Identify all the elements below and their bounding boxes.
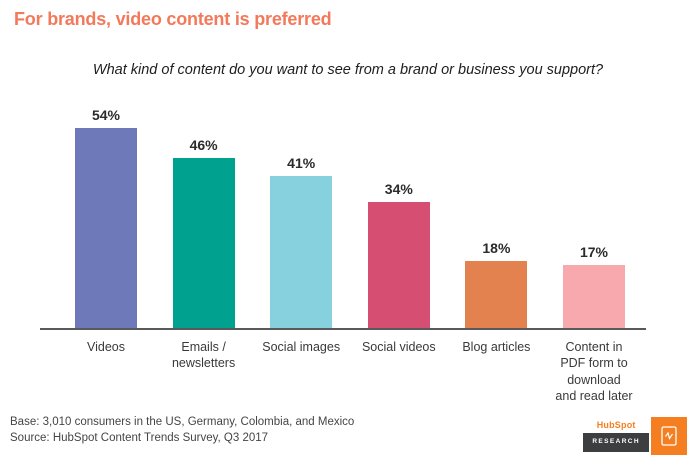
bar-chart: 54% 46% 41% 34% 18% 17%	[40, 98, 646, 330]
bar-value-label: 54%	[91, 107, 121, 124]
category-label: Social videos	[361, 340, 436, 354]
page-title: For brands, video content is preferred	[14, 9, 332, 29]
bar	[465, 261, 528, 328]
clipboard-pulse-icon	[661, 426, 677, 446]
bar	[75, 128, 137, 328]
chart-question: What kind of content do you want to see …	[92, 62, 604, 78]
footnote-source: Source: HubSpot Content Trends Survey, Q…	[10, 431, 269, 444]
category-labels: Videos Emails / newsletters Social images S…	[40, 339, 646, 409]
bar-column: 34%	[367, 181, 430, 328]
category-label: Emails / newsletters	[171, 340, 236, 371]
bar-value-label: 17%	[579, 244, 609, 261]
footnote-base: Base: 3,010 consumers in the US, Germany…	[10, 416, 355, 428]
bar	[367, 202, 430, 328]
bar	[563, 265, 625, 328]
bar-column: 46%	[172, 136, 235, 328]
bar	[172, 157, 235, 328]
bar-chart-plot: 54% 46% 41% 34% 18% 17%	[40, 98, 646, 330]
bar-value-label: 18%	[482, 240, 511, 257]
hubspot-research-logo: HubSpot RESEARCH	[583, 417, 687, 455]
category-label: Social images	[262, 340, 341, 354]
logo-icon-tile	[651, 417, 687, 455]
footnote: Base: 3,010 consumers in the US, Germany…	[10, 415, 354, 446]
bar-column: 18%	[465, 240, 528, 328]
bar-column: 41%	[270, 155, 333, 328]
bar-column: 17%	[563, 244, 625, 328]
logo-text-block: HubSpot RESEARCH	[583, 420, 649, 452]
hubspot-wordmark: HubSpot	[596, 420, 636, 430]
x-axis-line	[40, 328, 646, 330]
research-badge: RESEARCH	[583, 433, 649, 452]
category-label: Content in PDF form to download and read…	[555, 340, 633, 403]
category-label: Videos	[87, 340, 125, 354]
bar-value-label: 34%	[384, 181, 413, 198]
bar	[270, 176, 333, 328]
bar-value-label: 41%	[287, 155, 316, 172]
bar-column: 54%	[75, 107, 137, 328]
bar-value-label: 46%	[189, 136, 218, 153]
category-label: Blog articles	[462, 340, 531, 354]
